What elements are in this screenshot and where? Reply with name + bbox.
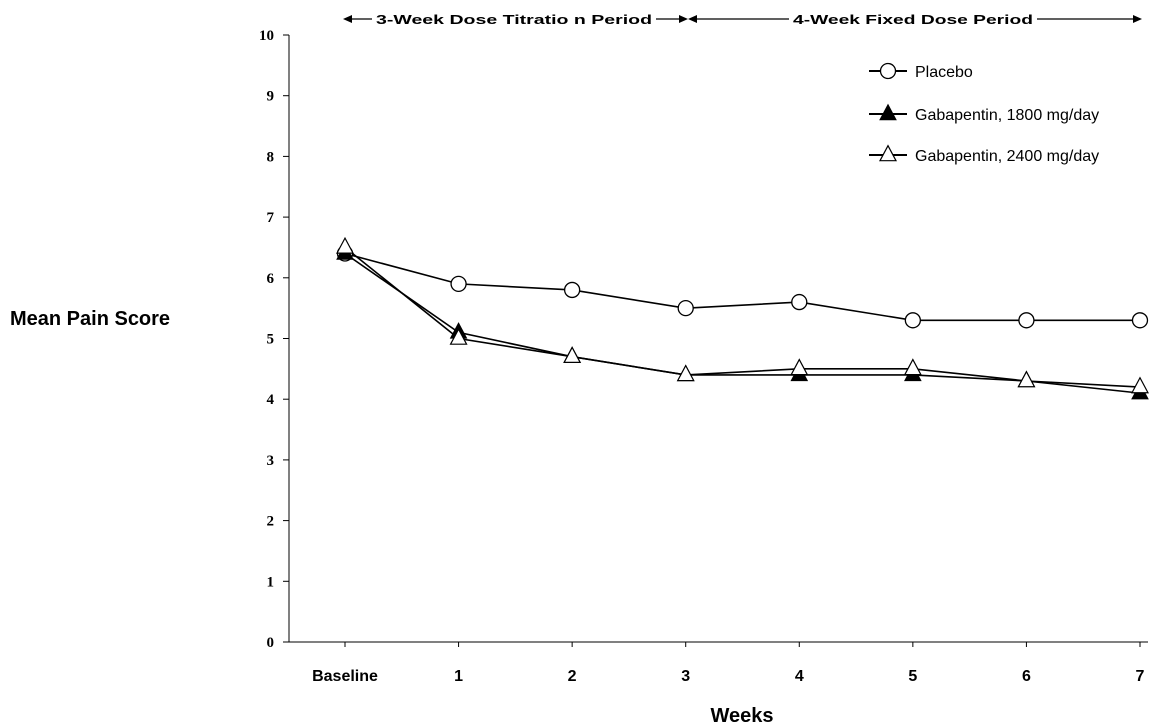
period-arrow-left [343, 15, 352, 23]
period-label: 4-Week Fixed Dose Period [793, 12, 1033, 27]
data-point [1131, 312, 1149, 329]
series-line-group [344, 252, 1140, 322]
data-point [677, 299, 694, 317]
data-point [790, 358, 809, 376]
y-tick-label: 8 [267, 149, 275, 165]
x-tick-label: 3 [681, 668, 690, 685]
y-tick-label: 6 [267, 271, 275, 287]
x-tick-label: 2 [568, 668, 577, 685]
period-arrow-right [679, 15, 688, 23]
legend-label: Gabapentin, 2400 mg/day [915, 148, 1099, 165]
y-tick-label: 7 [267, 210, 275, 226]
x-tick-label: 6 [1022, 668, 1031, 685]
y-tick-label: 3 [267, 453, 275, 469]
y-tick-label: 9 [267, 89, 275, 105]
legend-item: Gabapentin, 1800 mg/day [869, 103, 1099, 124]
data-point [449, 327, 468, 345]
x-tick-label: 5 [908, 668, 917, 685]
x-tick-label: 1 [454, 668, 463, 685]
y-tick-label: 4 [267, 392, 275, 408]
legend-item: Placebo [869, 62, 973, 81]
x-tick-label: Baseline [312, 668, 378, 685]
y-tick-label: 10 [259, 28, 274, 44]
series-line [344, 252, 1140, 322]
legend: Placebo Gabapentin, 1800 mg/day Gabapentin… [869, 62, 1099, 165]
series-marker-group [336, 236, 1149, 394]
x-axis-title: Weeks [710, 705, 773, 727]
legend-swatch-marker [879, 62, 897, 80]
data-point [563, 346, 582, 364]
period-arrow-left [688, 15, 697, 23]
y-tick-label: 2 [267, 514, 275, 530]
data-point [791, 293, 808, 311]
period-annotations: 3-Week Dose Titratio n Period 4-Week Fixe… [343, 12, 1142, 27]
series-line-group [344, 252, 1141, 394]
data-point [904, 312, 921, 329]
data-point [1017, 370, 1036, 388]
x-tick-label: 4 [795, 668, 804, 685]
series-lines [336, 236, 1149, 400]
y-tick-label: 1 [267, 574, 275, 590]
series-line-group [344, 246, 1141, 388]
legend-swatch-marker [879, 144, 897, 162]
period-arrow-right [1133, 15, 1142, 23]
data-point [903, 358, 922, 376]
legend-label: Gabapentin, 1800 mg/day [915, 107, 1099, 124]
x-tick-label: 7 [1136, 668, 1145, 685]
series-marker-group [336, 245, 1149, 329]
y-axis-title: Mean Pain Score [10, 308, 170, 330]
series-line [344, 246, 1141, 388]
data-point [450, 275, 467, 293]
y-tick-label: 0 [267, 635, 275, 651]
data-point [1018, 312, 1035, 329]
data-point [676, 364, 695, 382]
series-line [344, 252, 1141, 394]
axes: 0 1 2 3 4 5 6 7 8 9 10 Baseline 1 2 3 4 5 6 7 [259, 28, 1148, 685]
data-point [563, 281, 581, 299]
legend-item: Gabapentin, 2400 mg/day [869, 144, 1099, 165]
period-label: 3-Week Dose Titratio n Period [376, 12, 652, 27]
legend-label: Placebo [915, 64, 973, 81]
data-point [1130, 376, 1149, 394]
data-point [336, 236, 354, 254]
legend-swatch-marker [879, 103, 897, 121]
y-tick-label: 5 [267, 332, 275, 348]
